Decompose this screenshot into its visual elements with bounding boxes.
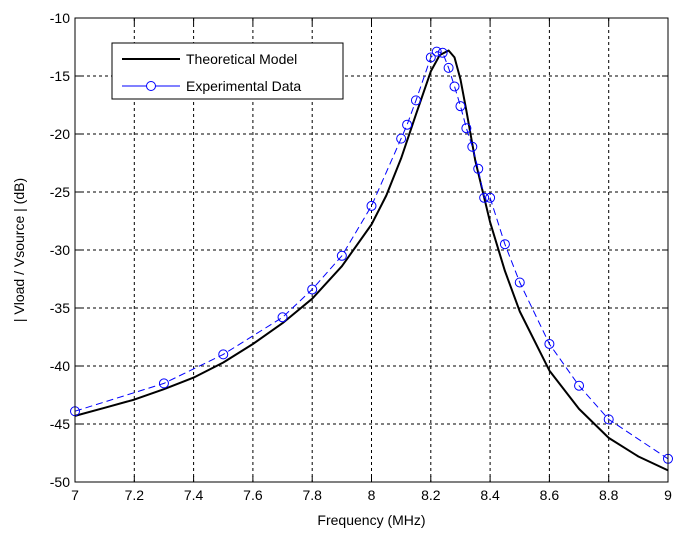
x-tick-label: 8.4 [480,487,500,503]
experimental-data-point [336,250,347,261]
experimental-data-point [158,378,169,389]
x-tick-label: 7.2 [125,487,145,503]
y-axis-label: | Vload / Vsource | (dB) [11,178,27,322]
y-tick-label: -20 [50,126,70,142]
experimental-data-point [544,338,555,349]
x-tick-label: 7.4 [184,487,204,503]
y-tick-label: -45 [50,416,70,432]
experimental-data-point [485,192,496,203]
experimental-data-line [74,51,669,460]
experimental-data-point [437,47,448,58]
experimental-data-point [443,62,454,73]
ticks-layer: 7 7.2 7.4 7.6 7.8 8 8.2 8.4 8.6 8.8 9 -10 -15 -20 -25 -… [50,10,672,503]
x-tick-label: 9 [664,487,672,503]
y-tick-label: -50 [50,474,70,490]
experimental-data-point [479,192,490,203]
experimental-data-point [473,163,484,174]
experimental-data-point [396,133,407,144]
experimental-data-point [455,101,466,112]
legend: Theoretical Model Experimental Data [111,42,344,100]
experimental-data-point [277,312,288,323]
experimental-data-point [449,81,460,92]
experimental-data-point [514,277,525,288]
x-tick-label: 7 [71,487,79,503]
y-tick-label: -40 [50,358,70,374]
experimental-data-point [499,239,510,250]
legend-label: Experimental Data [186,78,301,94]
experimental-data-point [603,414,614,425]
x-tick-label: 8 [368,487,376,503]
experimental-data-point [410,95,421,106]
x-tick-label: 8.8 [599,487,619,503]
x-axis-label: Frequency (MHz) [317,512,425,528]
y-tick-label: -30 [50,242,70,258]
experimental-data-point [402,119,413,130]
series-layer [70,46,673,472]
grid-layer [75,18,668,482]
legend-marker-experimental-data [146,81,156,91]
experimental-data-point [307,284,318,295]
theoretical-model-line [74,49,669,472]
y-tick-label: -25 [50,184,70,200]
y-tick-label: -35 [50,300,70,316]
y-tick-label: -10 [50,10,70,26]
experimental-data-point [467,141,478,152]
legend-label: Theoretical Model [186,51,297,67]
experimental-data-point [425,52,436,63]
experimental-data-point [366,200,377,211]
experimental-data-point [461,123,472,134]
x-tick-label: 7.6 [243,487,263,503]
x-tick-label: 8.6 [540,487,560,503]
x-tick-label: 8.2 [421,487,441,503]
experimental-data-point [431,46,442,57]
experimental-data-point [218,349,229,360]
y-tick-label: -15 [50,68,70,84]
x-tick-label: 7.8 [302,487,322,503]
experimental-data-point [574,380,585,391]
